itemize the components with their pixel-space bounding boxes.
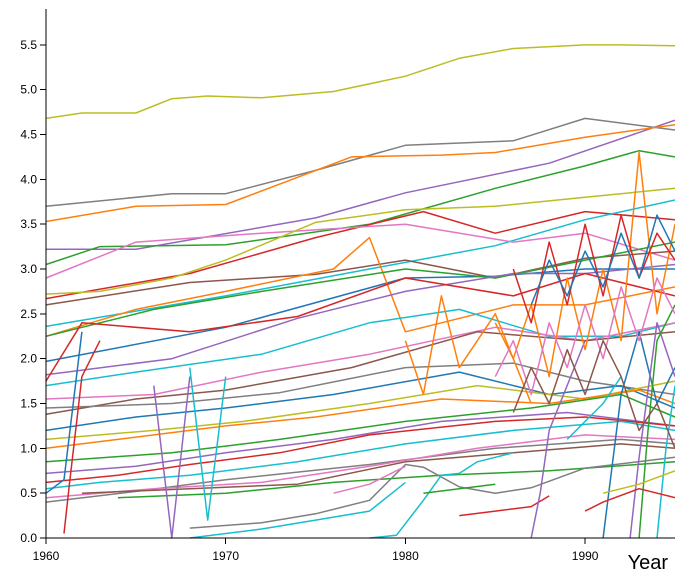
series-line-21	[45, 380, 675, 441]
series-line-31	[45, 331, 83, 494]
series-line-4	[45, 123, 675, 223]
x-axis: 1960 1970 1980 1990	[33, 537, 675, 563]
series-line-35	[404, 295, 532, 404]
x-tick-label: 1990	[572, 549, 599, 563]
series-line-45	[629, 322, 675, 539]
series-line-19	[45, 362, 675, 409]
series-line-33	[153, 376, 191, 539]
y-axis: 0.0 0.5 1.0 1.5 2.0 2.5 3.0 3.5 4.0 4.5 5.0 5.5	[20, 9, 47, 545]
series-line-53	[512, 339, 675, 449]
y-tick-label: 5.0	[20, 83, 37, 97]
series-line-44	[602, 331, 675, 539]
series-line-7	[45, 199, 675, 328]
series-line-48	[584, 487, 675, 512]
y-tick-label: 4.5	[20, 128, 37, 142]
series-line-1	[45, 44, 675, 120]
series-line-20	[45, 371, 675, 432]
series-line-11	[45, 187, 675, 295]
x-tick-label: 1960	[33, 549, 60, 563]
series-line-50	[494, 151, 675, 378]
series-line-47	[656, 385, 675, 539]
series-line-34	[189, 367, 227, 521]
x-axis-label: Year	[628, 552, 669, 574]
x-tick-label: 1970	[212, 549, 239, 563]
y-tick-label: 0.0	[20, 531, 37, 545]
y-tick-label: 5.5	[20, 38, 37, 52]
series-line-37	[189, 481, 406, 539]
series-line-26	[45, 420, 675, 490]
series-line-49	[602, 470, 675, 494]
series-line-13	[45, 241, 675, 338]
series-line-32	[63, 340, 101, 534]
y-tick-label: 0.5	[20, 486, 37, 500]
series-line-30	[117, 461, 675, 499]
series-line-36	[189, 456, 675, 529]
series-line-38	[333, 465, 406, 494]
series-line-43	[566, 376, 622, 440]
series-line-42	[530, 340, 586, 539]
plot-area	[45, 44, 675, 539]
series-line-6	[45, 210, 675, 300]
series-line-46	[638, 304, 675, 539]
series-line-3	[46, 119, 675, 251]
series-line-54	[530, 214, 675, 306]
series-line-12	[45, 236, 675, 338]
y-tick-label: 2.5	[20, 307, 37, 321]
y-tick-label: 1.0	[20, 441, 37, 455]
series-line-2	[45, 117, 675, 208]
series-line-29	[81, 443, 675, 494]
y-tick-label: 2.0	[20, 352, 37, 366]
series-line-40	[423, 483, 496, 494]
x-tick-label: 1980	[392, 549, 419, 563]
y-tick-label: 3.0	[20, 262, 37, 276]
series-line-5	[45, 149, 675, 266]
y-tick-label: 4.0	[20, 172, 37, 186]
series-line-28	[45, 434, 675, 499]
y-tick-label: 3.5	[20, 217, 37, 231]
series-line-9	[45, 250, 675, 306]
series-line-8	[45, 223, 675, 279]
y-tick-label: 1.5	[20, 397, 37, 411]
series-line-10	[45, 268, 675, 363]
series-line-39	[369, 452, 514, 539]
series-line-22	[45, 389, 675, 450]
series-line-25	[45, 416, 675, 484]
series-line-41	[459, 495, 550, 517]
series-line-24	[45, 411, 675, 475]
series-line-52	[494, 277, 675, 396]
